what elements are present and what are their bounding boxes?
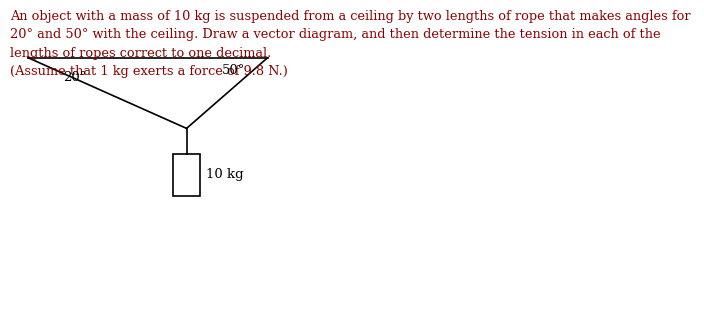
Text: 10 kg: 10 kg (206, 169, 243, 181)
Text: 20°: 20° (63, 71, 87, 83)
Text: An object with a mass of 10 kg is suspended from a ceiling by two lengths of rop: An object with a mass of 10 kg is suspen… (10, 10, 691, 78)
Bar (173, 154, 200, 196)
Text: 50°: 50° (222, 64, 245, 77)
